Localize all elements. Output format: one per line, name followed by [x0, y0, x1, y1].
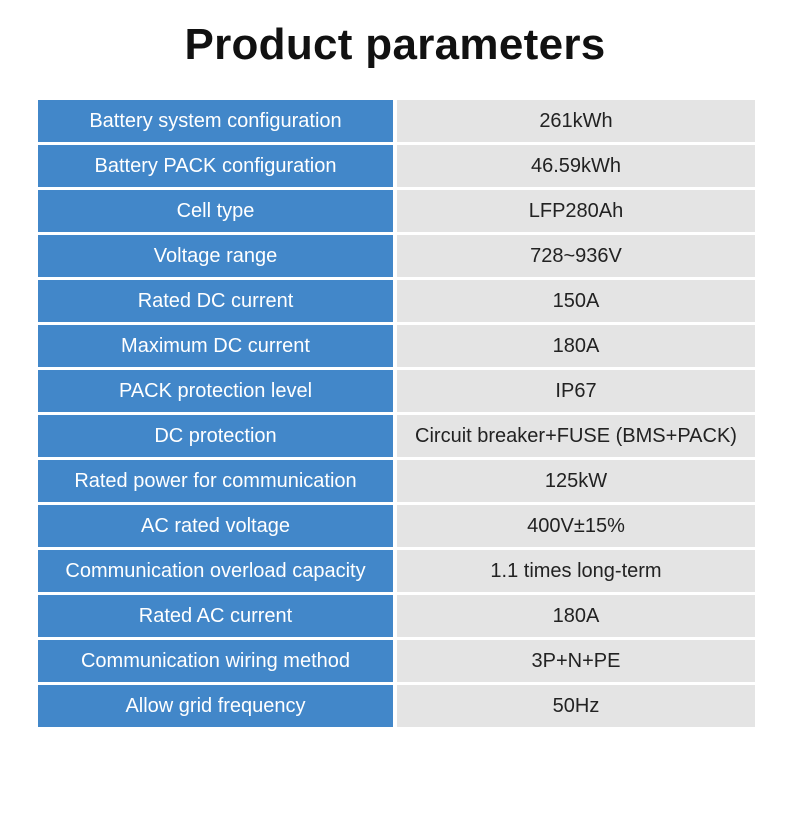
param-label: Battery PACK configuration [38, 145, 393, 187]
table-row: Voltage range 728~936V [38, 235, 755, 277]
table-row: Rated AC current 180A [38, 595, 755, 637]
param-label: Rated power for communication [38, 460, 393, 502]
table-row: AC rated voltage 400V±15% [38, 505, 755, 547]
param-label: DC protection [38, 415, 393, 457]
table-row: Battery PACK configuration 46.59kWh [38, 145, 755, 187]
table-row: DC protection Circuit breaker+FUSE (BMS+P… [38, 415, 755, 457]
table-row: Rated power for communication 125kW [38, 460, 755, 502]
param-label: AC rated voltage [38, 505, 393, 547]
table-row: Cell type LFP280Ah [38, 190, 755, 232]
param-value: 1.1 times long-term [397, 550, 755, 592]
param-label: Voltage range [38, 235, 393, 277]
param-label: Rated AC current [38, 595, 393, 637]
table-row: Allow grid frequency 50Hz [38, 685, 755, 727]
table-row: PACK protection level IP67 [38, 370, 755, 412]
param-value: 3P+N+PE [397, 640, 755, 682]
table-row: Rated DC current 150A [38, 280, 755, 322]
param-label: Maximum DC current [38, 325, 393, 367]
page-title: Product parameters [184, 20, 606, 69]
param-label: Cell type [38, 190, 393, 232]
param-label: Communication overload capacity [38, 550, 393, 592]
table-row: Maximum DC current 180A [38, 325, 755, 367]
param-value: 150A [397, 280, 755, 322]
table-row: Battery system configuration 261kWh [38, 100, 755, 142]
param-label: Battery system configuration [38, 100, 393, 142]
param-value: 400V±15% [397, 505, 755, 547]
param-value: 125kW [397, 460, 755, 502]
param-value: 728~936V [397, 235, 755, 277]
param-value: 180A [397, 595, 755, 637]
param-value: 261kWh [397, 100, 755, 142]
param-value: LFP280Ah [397, 190, 755, 232]
param-value: 180A [397, 325, 755, 367]
param-label: Allow grid frequency [38, 685, 393, 727]
table-row: Communication overload capacity 1.1 times… [38, 550, 755, 592]
param-label: Communication wiring method [38, 640, 393, 682]
parameters-table: Battery system configuration 261kWh Batte… [38, 100, 755, 730]
param-value: 50Hz [397, 685, 755, 727]
table-row: Communication wiring method 3P+N+PE [38, 640, 755, 682]
param-value: IP67 [397, 370, 755, 412]
param-value: 46.59kWh [397, 145, 755, 187]
param-label: Rated DC current [38, 280, 393, 322]
param-value: Circuit breaker+FUSE (BMS+PACK) [397, 415, 755, 457]
param-label: PACK protection level [38, 370, 393, 412]
